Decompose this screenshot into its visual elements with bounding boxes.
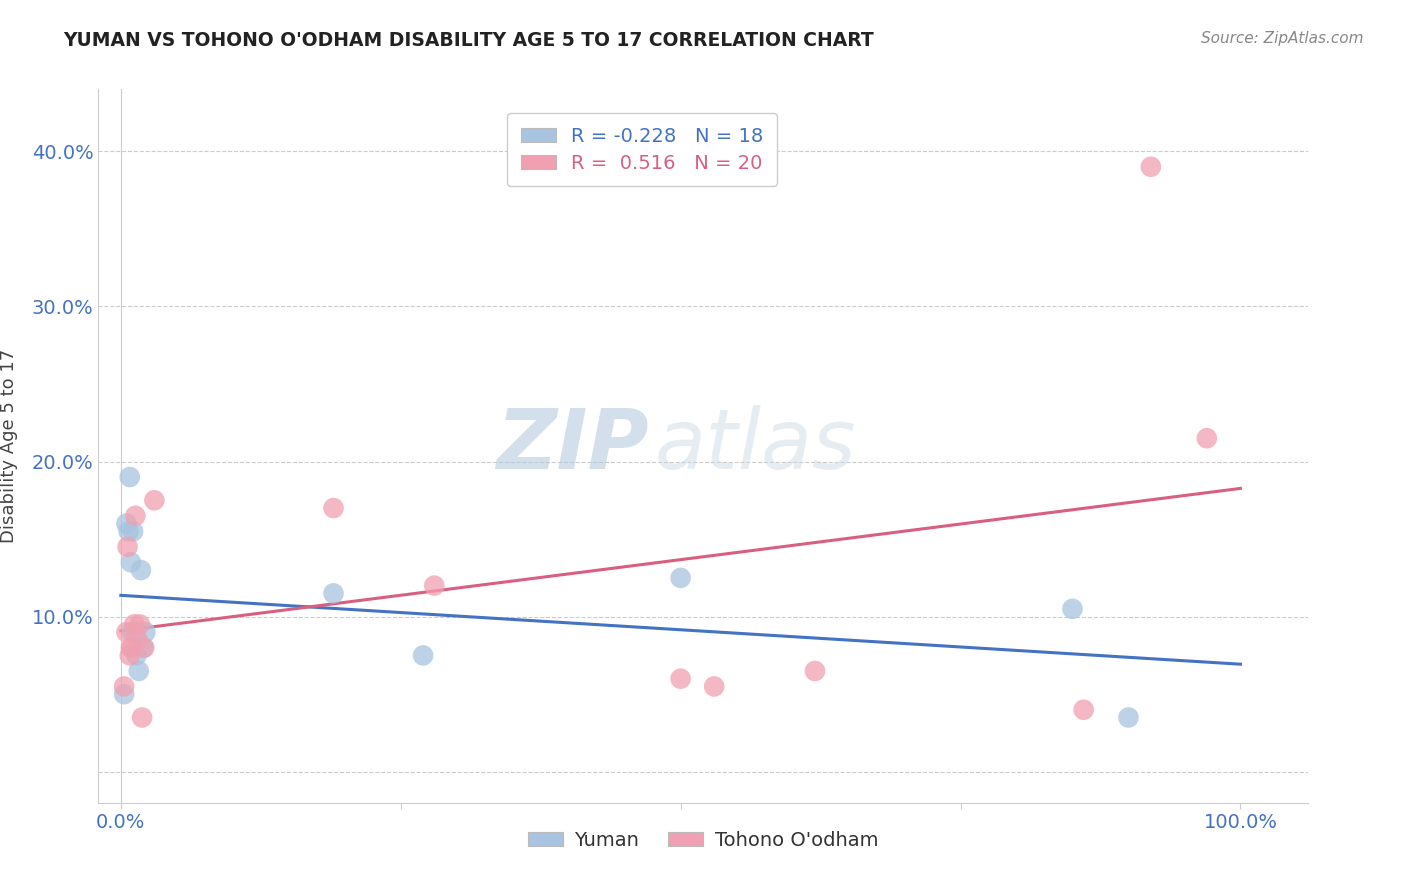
Point <box>1140 160 1163 174</box>
Point <box>117 540 139 554</box>
Text: atlas: atlas <box>655 406 856 486</box>
Point <box>112 680 135 694</box>
Point <box>118 470 141 484</box>
Text: YUMAN VS TOHONO O'ODHAM DISABILITY AGE 5 TO 17 CORRELATION CHART: YUMAN VS TOHONO O'ODHAM DISABILITY AGE 5… <box>63 31 875 50</box>
Point <box>669 672 692 686</box>
Point <box>132 640 155 655</box>
Point <box>423 579 446 593</box>
Point <box>125 648 148 663</box>
Point <box>134 625 156 640</box>
Point <box>804 664 827 678</box>
Point <box>124 508 146 523</box>
Point <box>118 524 141 539</box>
Text: ZIP: ZIP <box>496 406 648 486</box>
Point <box>143 493 166 508</box>
Point <box>669 571 692 585</box>
Point <box>121 640 143 655</box>
Point <box>112 687 135 701</box>
Point <box>115 516 138 531</box>
Point <box>127 632 149 647</box>
Y-axis label: Disability Age 5 to 17: Disability Age 5 to 17 <box>0 349 18 543</box>
Point <box>134 640 156 655</box>
Point <box>124 625 146 640</box>
Point <box>1062 602 1084 616</box>
Point <box>121 625 143 640</box>
Point <box>129 563 152 577</box>
Point <box>115 625 138 640</box>
Point <box>1195 431 1218 445</box>
Point <box>120 640 142 655</box>
Point <box>120 555 142 569</box>
Point <box>322 586 344 600</box>
Point <box>131 710 153 724</box>
Point <box>122 617 145 632</box>
Point <box>118 648 141 663</box>
Point <box>322 501 344 516</box>
Point <box>128 664 150 678</box>
Point <box>122 524 145 539</box>
Point <box>1073 703 1095 717</box>
Point <box>703 680 725 694</box>
Text: Source: ZipAtlas.com: Source: ZipAtlas.com <box>1201 31 1364 46</box>
Point <box>1118 710 1140 724</box>
Point <box>412 648 434 663</box>
Point <box>128 617 150 632</box>
Legend: Yuman, Tohono O'odham: Yuman, Tohono O'odham <box>520 822 886 857</box>
